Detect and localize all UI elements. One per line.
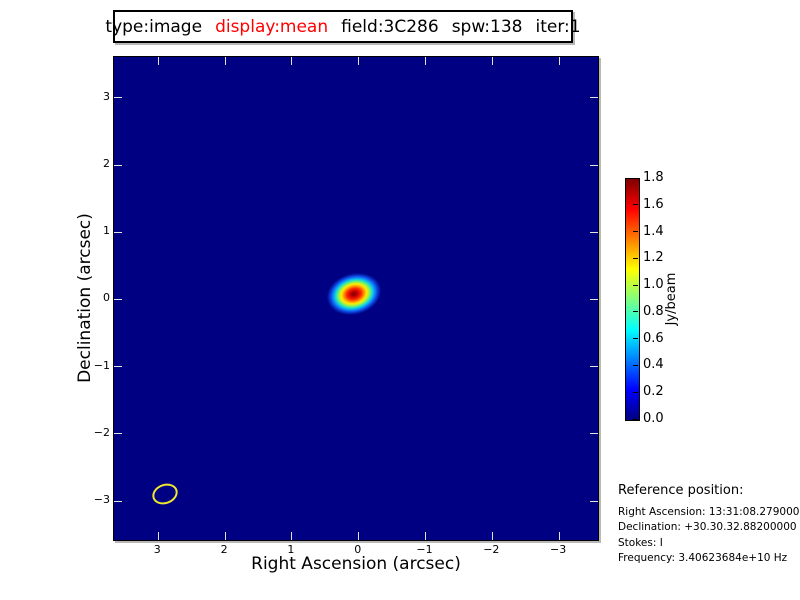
colorbar-tick-label: 1.2 — [643, 250, 664, 266]
x-tick-mark — [425, 57, 426, 65]
title-segment: iter:1 — [535, 16, 581, 37]
y-tick-label: 2 — [103, 157, 110, 170]
y-tick-mark — [590, 164, 598, 166]
y-tick-mark — [114, 500, 122, 502]
colorbar — [625, 178, 640, 421]
colorbar-tick-label: 1.8 — [643, 170, 664, 185]
colorbar-tick-mark — [633, 284, 638, 286]
x-tick-mark — [425, 532, 426, 540]
y-tick-mark — [590, 433, 598, 435]
plot-canvas[interactable] — [113, 56, 599, 541]
x-tick-mark — [224, 532, 226, 540]
reference-line: Declination: +30.30.32.88200000 — [618, 521, 797, 534]
x-tick-mark — [491, 57, 493, 65]
y-tick-mark — [114, 298, 122, 300]
colorbar-tick-label: 1.4 — [643, 223, 664, 239]
y-tick-mark — [590, 298, 598, 300]
x-tick-mark — [224, 57, 226, 65]
colorbar-tick-label: 0.4 — [643, 357, 664, 373]
x-tick-mark — [558, 532, 560, 540]
x-tick-mark — [358, 57, 360, 65]
reference-line: Right Ascension: 13:31:08.27900000 — [618, 506, 800, 518]
y-tick-label: −1 — [93, 358, 110, 372]
x-tick-mark — [157, 532, 159, 540]
y-tick-mark — [114, 164, 122, 166]
colorbar-tick-label: 1.0 — [643, 277, 664, 293]
colorbar-tick-mark — [633, 391, 638, 393]
colorbar-tick-mark — [633, 364, 638, 366]
x-tick-label: −1 — [416, 543, 433, 556]
reference-position-block: Reference position: Right Ascension: 13:… — [618, 483, 800, 566]
x-tick-label: −2 — [483, 543, 500, 556]
colorbar-tick-mark — [633, 257, 638, 259]
x-axis-label: Right Ascension (arcsec) — [251, 554, 461, 574]
x-tick-label: 2 — [220, 543, 228, 556]
source-blob — [318, 263, 390, 325]
x-tick-mark — [157, 57, 159, 65]
colorbar-tick-mark — [633, 338, 638, 340]
x-tick-mark — [358, 532, 360, 540]
x-tick-mark — [558, 57, 560, 65]
y-tick-mark — [114, 366, 122, 368]
x-tick-label: −3 — [549, 543, 567, 556]
beam-ellipse-icon — [149, 480, 181, 508]
y-tick-label: −3 — [93, 493, 110, 506]
colorbar-tick-mark — [633, 418, 638, 420]
colorbar-tick-mark — [633, 231, 638, 233]
y-tick-label: −2 — [93, 425, 110, 439]
y-tick-mark — [114, 97, 122, 99]
x-tick-mark — [291, 57, 293, 65]
title-box: type:image display:mean field:3C286 spw:138… — [105, 10, 581, 43]
y-tick-mark — [590, 500, 598, 502]
title-segment: spw:138 — [451, 16, 523, 37]
colorbar-tick-label: 0.2 — [643, 384, 664, 400]
x-tick-mark — [291, 532, 293, 540]
title-segment: type:image — [105, 16, 203, 37]
colorbar-tick-mark — [633, 311, 638, 313]
y-tick-label: 1 — [103, 224, 110, 238]
reference-line: Frequency: 3.40623684e+10 Hz — [618, 551, 788, 564]
x-tick-label: 3 — [153, 543, 161, 556]
colorbar-tick-label: 0.0 — [643, 411, 664, 426]
y-tick-mark — [114, 433, 122, 435]
reference-heading: Reference position: — [618, 483, 744, 498]
y-tick-mark — [590, 231, 598, 233]
title-segment: display:mean — [215, 16, 329, 37]
y-tick-label: 3 — [103, 89, 110, 103]
y-tick-mark — [114, 231, 122, 233]
reference-line: Stokes: I — [618, 536, 663, 549]
colorbar-tick-label: 1.6 — [643, 196, 664, 212]
y-tick-mark — [590, 97, 598, 99]
colorbar-tick-label: 0.8 — [643, 303, 664, 319]
colorbar-tick-mark — [633, 204, 638, 206]
y-tick-mark — [590, 366, 598, 368]
y-tick-label: 0 — [103, 291, 110, 305]
colorbar-tick-mark — [633, 177, 638, 179]
x-tick-label: 1 — [287, 543, 295, 556]
x-tick-label: 0 — [354, 543, 362, 556]
colorbar-tick-label: 0.6 — [643, 330, 664, 346]
title-segment: field:3C286 — [341, 16, 439, 37]
x-tick-mark — [491, 532, 493, 540]
